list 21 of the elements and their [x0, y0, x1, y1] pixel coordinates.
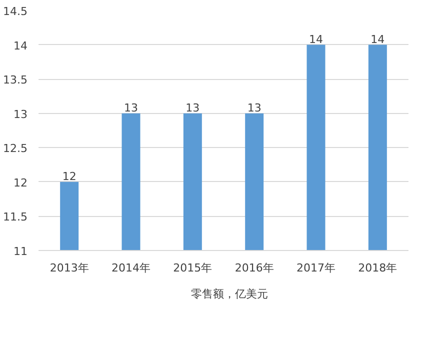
y-tick-label: 14 — [14, 39, 28, 52]
data-label: 13 — [186, 101, 200, 114]
data-label: 13 — [124, 101, 138, 114]
text: 零售额，亿美元 — [191, 286, 268, 302]
data-label: 14 — [309, 32, 323, 46]
y-tick-label: 13 — [14, 108, 28, 121]
data-label: 13 — [247, 101, 262, 114]
y-tick-label: 11 — [14, 245, 28, 258]
x-tick-label: 2013年 — [50, 262, 89, 274]
y-tick-label: 12 — [14, 176, 28, 190]
data-label: 12 — [62, 170, 76, 183]
x-tick-label: 2017年 — [296, 262, 336, 274]
y-tick-label: 13.5 — [3, 74, 28, 87]
x-tick-label: 2014年 — [112, 262, 151, 274]
x-tick-label: 2018年 — [358, 262, 398, 274]
y-tick-label: 11.5 — [3, 210, 28, 224]
data-label: 14 — [370, 32, 385, 46]
x-tick-label: 2016年 — [234, 262, 274, 274]
x-tick-label: 2015年 — [173, 262, 212, 274]
y-tick-label: 14.5 — [3, 5, 28, 18]
y-tick-label: 12.5 — [3, 142, 28, 156]
